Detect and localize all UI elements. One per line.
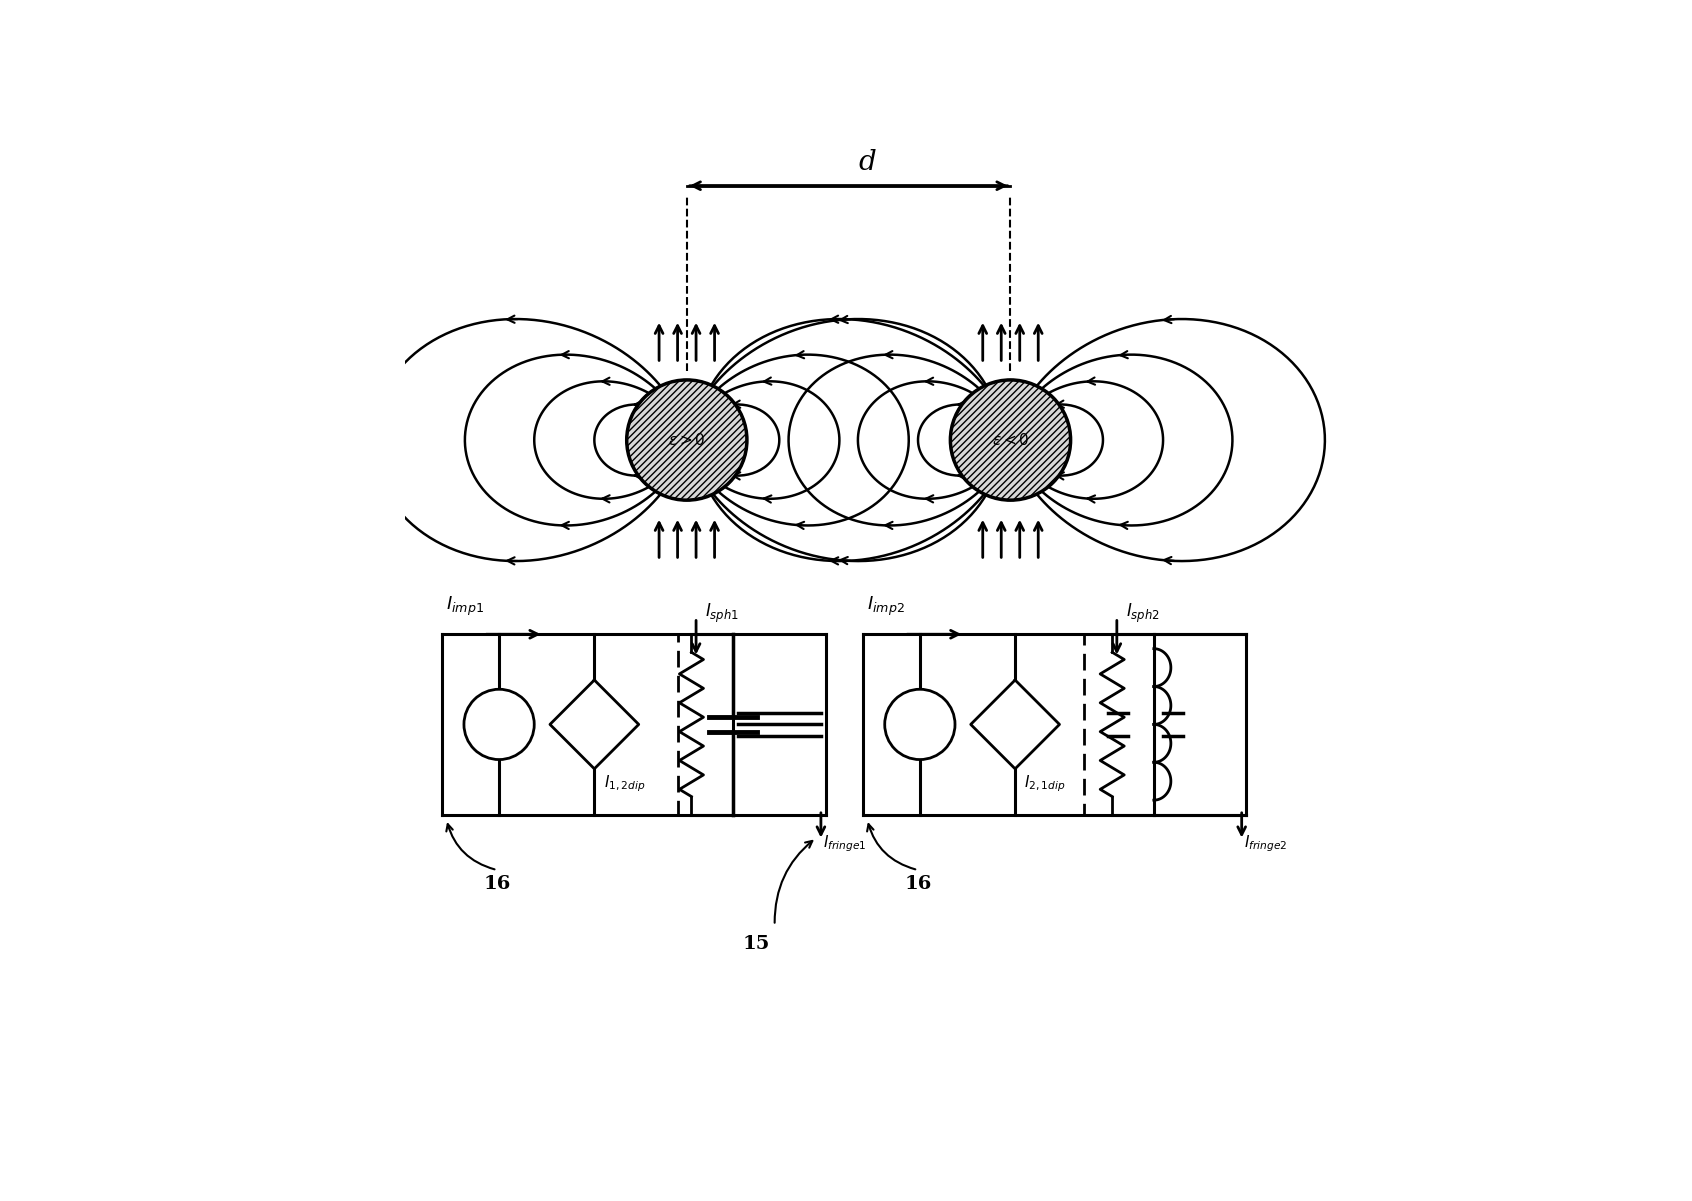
Text: 16: 16 — [484, 874, 511, 892]
Text: $I_{2,1dip}$: $I_{2,1dip}$ — [1024, 773, 1066, 794]
Circle shape — [626, 380, 746, 500]
Text: 16: 16 — [904, 874, 932, 892]
Text: 15: 15 — [743, 934, 770, 952]
Text: $I_{1,2dip}$: $I_{1,2dip}$ — [604, 773, 645, 794]
Circle shape — [951, 380, 1071, 500]
Text: $I_{fringe2}$: $I_{fringe2}$ — [1244, 833, 1288, 854]
Circle shape — [626, 380, 746, 500]
Polygon shape — [971, 680, 1059, 769]
Text: d: d — [858, 149, 876, 177]
Text: $I_{fringe1}$: $I_{fringe1}$ — [822, 833, 866, 854]
Circle shape — [464, 689, 535, 759]
Text: $I_{sph1}$: $I_{sph1}$ — [706, 602, 739, 625]
Text: $I_{imp2}$: $I_{imp2}$ — [866, 594, 905, 617]
Text: $I_{imp1}$: $I_{imp1}$ — [447, 594, 484, 617]
Polygon shape — [550, 680, 640, 769]
Text: $I_{sph2}$: $I_{sph2}$ — [1127, 602, 1161, 625]
Circle shape — [885, 689, 954, 759]
Text: $\varepsilon < 0$: $\varepsilon < 0$ — [992, 432, 1029, 448]
Text: $\varepsilon > 0$: $\varepsilon > 0$ — [668, 432, 706, 448]
Circle shape — [951, 380, 1071, 500]
